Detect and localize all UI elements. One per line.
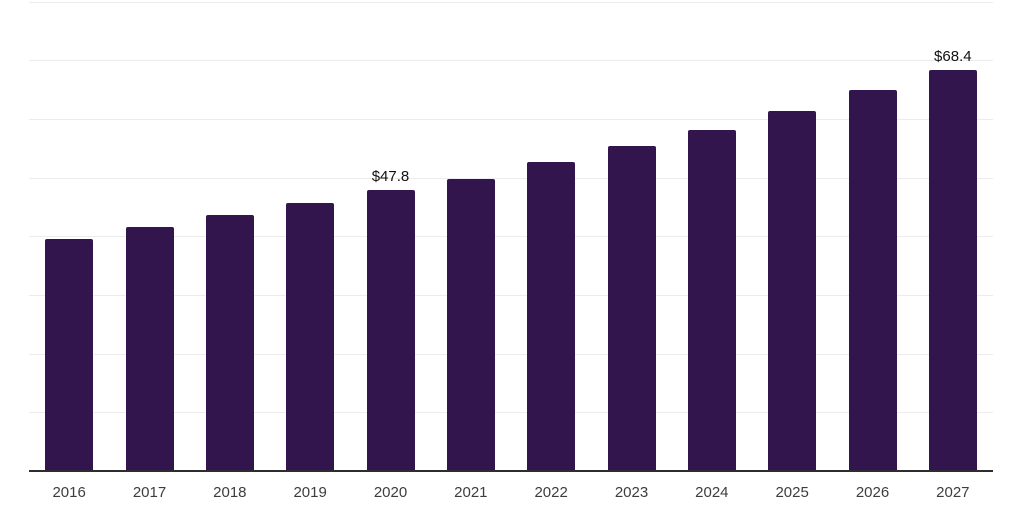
- bar-2023: [607, 146, 656, 471]
- x-tick-label-2023: 2023: [614, 484, 649, 501]
- gridline: [29, 60, 993, 62]
- gridline: [29, 353, 993, 355]
- bar-2026: [848, 90, 897, 471]
- bar-value-label-2027: $68.4: [934, 47, 972, 65]
- bar-2025: [768, 110, 817, 471]
- gridline: [29, 1, 993, 3]
- gridline: [29, 294, 993, 296]
- x-tick-label-2016: 2016: [52, 484, 86, 501]
- x-tick-label-2020: 2020: [373, 484, 408, 501]
- bar-2018: [205, 215, 254, 471]
- x-tick-label-2025: 2025: [775, 484, 809, 501]
- gridline: [29, 118, 993, 120]
- x-tick-label-2022: 2022: [534, 484, 568, 501]
- bar-2020: [366, 190, 415, 471]
- x-tick-label-2021: 2021: [454, 484, 488, 501]
- gridline: [29, 177, 993, 179]
- x-tick-label-2018: 2018: [213, 484, 247, 501]
- bar-2016: [45, 238, 94, 471]
- bar-2019: [286, 203, 335, 471]
- x-tick-label-2026: 2026: [855, 484, 890, 501]
- bar-2017: [125, 227, 174, 471]
- bar-value-label-2020: $47.8: [371, 168, 410, 186]
- bar-2022: [527, 162, 576, 471]
- x-tick-label-2019: 2019: [293, 484, 327, 501]
- x-axis-line: [29, 470, 993, 472]
- gridline: [29, 412, 993, 414]
- bar-2021: [446, 179, 495, 471]
- x-tick-label-2024: 2024: [695, 484, 729, 501]
- bar-2024: [687, 130, 736, 471]
- bar-2027: [928, 69, 977, 471]
- x-tick-label-2017: 2017: [132, 484, 167, 501]
- gridline: [29, 236, 993, 238]
- x-tick-label-2027: 2027: [936, 484, 970, 501]
